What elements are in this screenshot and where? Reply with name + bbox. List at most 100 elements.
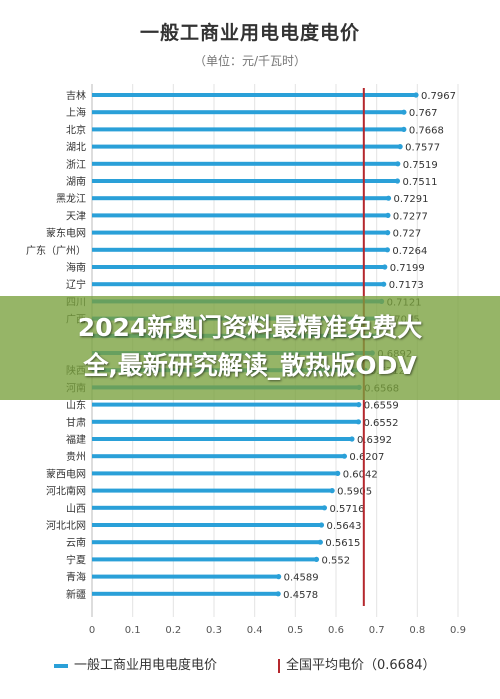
category-label: 浙江 bbox=[66, 159, 86, 171]
data-label: 0.727 bbox=[393, 229, 422, 240]
data-label: 0.767 bbox=[409, 108, 438, 119]
data-label: 0.5716 bbox=[329, 504, 364, 515]
bar bbox=[92, 437, 352, 441]
legend-bar-swatch bbox=[54, 663, 68, 668]
data-label: 0.6392 bbox=[357, 435, 392, 446]
bar-end-marker bbox=[382, 264, 388, 270]
category-label: 福建 bbox=[66, 433, 86, 446]
category-label: 山东 bbox=[66, 399, 86, 412]
category-label: 上海 bbox=[66, 106, 86, 119]
bar bbox=[92, 471, 338, 476]
category-label: 蒙西电网 bbox=[46, 467, 86, 480]
bar bbox=[92, 488, 333, 493]
bar bbox=[92, 110, 404, 115]
data-label: 0.7511 bbox=[402, 177, 437, 188]
category-label: 黑龙江 bbox=[56, 192, 86, 205]
category-label: 云南 bbox=[66, 536, 86, 549]
legend-line-entry: 全国平均电价（0.6684） bbox=[278, 654, 436, 673]
bar bbox=[92, 179, 398, 183]
category-label: 天津 bbox=[66, 210, 86, 222]
bar bbox=[92, 574, 279, 579]
x-tick-label: 0 bbox=[89, 625, 95, 636]
bar bbox=[92, 419, 359, 424]
bar-end-marker bbox=[313, 556, 320, 563]
bar-end-marker bbox=[317, 539, 323, 545]
bar-end-marker bbox=[385, 230, 391, 236]
x-tick-label: 0.1 bbox=[125, 625, 141, 636]
bar bbox=[92, 93, 416, 97]
category-label: 广东（广州） bbox=[26, 244, 86, 257]
bar bbox=[92, 523, 322, 527]
bar-end-marker bbox=[335, 470, 341, 476]
data-label: 0.552 bbox=[321, 555, 350, 566]
bar-end-marker bbox=[356, 402, 362, 408]
x-tick-label: 0.5 bbox=[287, 625, 303, 636]
x-tick-label: 0.2 bbox=[165, 625, 181, 636]
bar bbox=[92, 144, 401, 149]
x-tick-label: 0.3 bbox=[206, 625, 222, 636]
x-tick-label: 0.4 bbox=[247, 625, 263, 636]
category-label: 湖北 bbox=[66, 142, 86, 154]
data-label: 0.7967 bbox=[421, 91, 456, 102]
category-label: 河北南网 bbox=[46, 485, 86, 498]
category-label: 海南 bbox=[66, 261, 86, 274]
data-label: 0.6042 bbox=[343, 469, 378, 480]
bar-end-marker bbox=[413, 92, 419, 98]
bar-end-marker bbox=[349, 436, 355, 442]
data-label: 0.7577 bbox=[405, 143, 440, 154]
bar bbox=[92, 454, 345, 459]
data-label: 0.6559 bbox=[364, 401, 399, 412]
bar-end-marker bbox=[401, 126, 407, 132]
data-label: 0.5615 bbox=[325, 538, 360, 549]
bar-end-marker bbox=[395, 161, 401, 167]
bar-end-marker bbox=[397, 144, 403, 150]
category-label: 吉林 bbox=[66, 89, 86, 102]
bar-end-marker bbox=[385, 195, 392, 201]
x-tick-label: 0.7 bbox=[369, 625, 385, 636]
bar-end-marker bbox=[401, 109, 407, 115]
data-label: 0.7668 bbox=[409, 125, 444, 136]
data-label: 0.4578 bbox=[283, 590, 318, 601]
bar-end-marker bbox=[329, 488, 335, 494]
category-label: 湖南 bbox=[66, 175, 86, 188]
legend-bar-label: 一般工商业用电电度电价 bbox=[74, 658, 218, 673]
bar bbox=[92, 161, 398, 166]
category-label: 辽宁 bbox=[66, 278, 86, 291]
category-label: 青海 bbox=[66, 571, 86, 584]
bar bbox=[92, 265, 385, 269]
bar-end-marker bbox=[385, 212, 391, 218]
watermark-banner bbox=[0, 296, 500, 400]
bar bbox=[92, 230, 388, 235]
x-tick-label: 0.9 bbox=[450, 625, 466, 636]
category-label: 宁夏 bbox=[66, 553, 86, 566]
data-label: 0.6207 bbox=[349, 452, 384, 463]
category-label: 北京 bbox=[66, 123, 86, 136]
legend-line-label: 全国平均电价（0.6684） bbox=[286, 658, 436, 673]
category-label: 贵州 bbox=[66, 450, 86, 463]
data-label: 0.7277 bbox=[393, 211, 428, 222]
data-label: 0.6552 bbox=[363, 418, 398, 429]
bar bbox=[92, 591, 279, 596]
bar-end-marker bbox=[318, 522, 325, 528]
bar bbox=[92, 540, 321, 545]
category-label: 山西 bbox=[66, 503, 86, 515]
data-label: 0.7519 bbox=[403, 160, 438, 171]
bar bbox=[92, 282, 384, 287]
data-label: 0.5643 bbox=[326, 521, 361, 532]
category-label: 河北北网 bbox=[46, 520, 86, 532]
x-tick-label: 0.6 bbox=[328, 625, 344, 636]
bar bbox=[92, 402, 359, 407]
x-tick-label: 0.8 bbox=[409, 625, 425, 636]
bar-end-marker bbox=[355, 419, 362, 425]
category-label: 甘肃 bbox=[66, 416, 86, 429]
category-label: 蒙东电网 bbox=[46, 227, 86, 240]
bar bbox=[92, 127, 404, 132]
chart-title: 一般工商业用电电度电价 bbox=[139, 22, 360, 44]
bar bbox=[92, 247, 388, 252]
bar-end-marker bbox=[384, 247, 391, 253]
legend-line-swatch bbox=[278, 658, 280, 673]
watermark-line-1: 2024新奥门资料最精准免费大 bbox=[77, 313, 423, 342]
data-label: 0.7173 bbox=[389, 280, 424, 291]
watermark-line-2: 全,最新研究解读_散热版ODV bbox=[83, 351, 417, 380]
bar-end-marker bbox=[276, 574, 282, 580]
